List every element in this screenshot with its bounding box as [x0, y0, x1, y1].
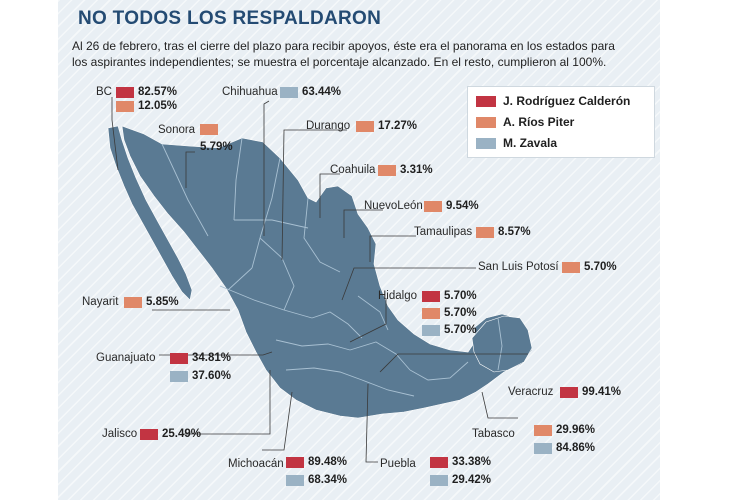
value-coahuila-rios: 3.31% — [378, 164, 433, 176]
legend-swatch-rios — [476, 117, 496, 128]
swatch-zavala — [534, 443, 552, 454]
value-veracruz-rodriguez: 99.41% — [560, 386, 621, 398]
legend-item-rios: A. Ríos Piter — [476, 115, 574, 129]
state-label-durango: Durango — [306, 120, 350, 132]
state-label-tamaulipas: Tamaulipas — [414, 226, 472, 238]
swatch-rios — [356, 121, 374, 132]
value-michoacan-zavala: 68.34% — [286, 474, 347, 486]
value-hidalgo-rodriguez: 5.70% — [422, 290, 477, 302]
value-sonora-rios-swatch — [200, 124, 222, 135]
swatch-rios — [116, 101, 134, 112]
value-nayarit-rios: 5.85% — [124, 296, 179, 308]
infographic: NO TODOS LOS RESPALDARON Al 26 de febrer… — [58, 0, 660, 500]
state-label-chihuahua: Chihuahua — [222, 86, 278, 98]
value-bc-rodriguez: 82.57% — [116, 86, 177, 98]
swatch-rios — [424, 201, 442, 212]
swatch-zavala — [286, 475, 304, 486]
swatch-rodriguez — [170, 353, 188, 364]
legend: J. Rodríguez Calderón A. Ríos Piter M. Z… — [467, 86, 655, 158]
value-jalisco-rodriguez: 25.49% — [140, 428, 201, 440]
swatch-rodriguez — [422, 291, 440, 302]
value-puebla-rodriguez: 33.38% — [430, 456, 491, 468]
state-label-jalisco: Jalisco — [102, 428, 137, 440]
state-label-bc: BC — [96, 86, 112, 98]
swatch-rios — [200, 124, 218, 135]
state-label-nayarit: Nayarit — [82, 296, 118, 308]
state-label-slp: San Luis Potosí — [478, 261, 559, 273]
value-chihuahua-zavala: 63.44% — [280, 86, 341, 98]
value-sonora-rios: 5.79% — [200, 141, 233, 153]
legend-swatch-rodriguez — [476, 96, 496, 107]
swatch-rios — [124, 297, 142, 308]
state-label-tabasco: Tabasco — [472, 428, 515, 440]
state-label-sonora: Sonora — [158, 124, 195, 136]
state-label-veracruz: Veracruz — [508, 386, 553, 398]
legend-label-rodriguez: J. Rodríguez Calderón — [503, 94, 630, 108]
state-label-coahuila: Coahuila — [330, 164, 375, 176]
swatch-rodriguez — [116, 87, 134, 98]
value-puebla-zavala: 29.42% — [430, 474, 491, 486]
value-tabasco-rios: 29.96% — [534, 424, 595, 436]
value-hidalgo-rios: 5.70% — [422, 307, 477, 319]
legend-item-zavala: M. Zavala — [476, 136, 557, 150]
legend-swatch-zavala — [476, 138, 496, 149]
state-label-puebla: Puebla — [380, 458, 416, 470]
value-durango-rios: 17.27% — [356, 120, 417, 132]
legend-label-rios: A. Ríos Piter — [503, 115, 574, 129]
legend-item-rodriguez: J. Rodríguez Calderón — [476, 94, 630, 108]
state-label-guanajuato: Guanajuato — [96, 352, 155, 364]
value-nuevoleon-rios: 9.54% — [424, 200, 479, 212]
swatch-rios — [534, 425, 552, 436]
value-slp-rios: 5.70% — [562, 261, 617, 273]
value-bc-rios: 12.05% — [116, 100, 177, 112]
swatch-rios — [476, 227, 494, 238]
value-guanajuato-zavala: 37.60% — [170, 370, 231, 382]
swatch-rios — [562, 262, 580, 273]
legend-label-zavala: M. Zavala — [503, 136, 557, 150]
swatch-rodriguez — [140, 429, 158, 440]
swatch-rodriguez — [430, 457, 448, 468]
swatch-zavala — [430, 475, 448, 486]
swatch-zavala — [170, 371, 188, 382]
swatch-rios — [378, 165, 396, 176]
swatch-rodriguez — [286, 457, 304, 468]
value-tabasco-zavala: 84.86% — [534, 442, 595, 454]
swatch-zavala — [422, 325, 440, 336]
value-guanajuato-rodriguez: 34.81% — [170, 352, 231, 364]
value-tamaulipas-rios: 8.57% — [476, 226, 531, 238]
value-hidalgo-zavala: 5.70% — [422, 324, 477, 336]
swatch-rodriguez — [560, 387, 578, 398]
swatch-zavala — [280, 87, 298, 98]
state-label-nuevoleon: NuevoLeón — [364, 200, 423, 212]
value-michoacan-rodriguez: 89.48% — [286, 456, 347, 468]
state-label-hidalgo: Hidalgo — [378, 290, 417, 302]
state-label-michoacan: Michoacán — [228, 458, 284, 470]
swatch-rios — [422, 308, 440, 319]
